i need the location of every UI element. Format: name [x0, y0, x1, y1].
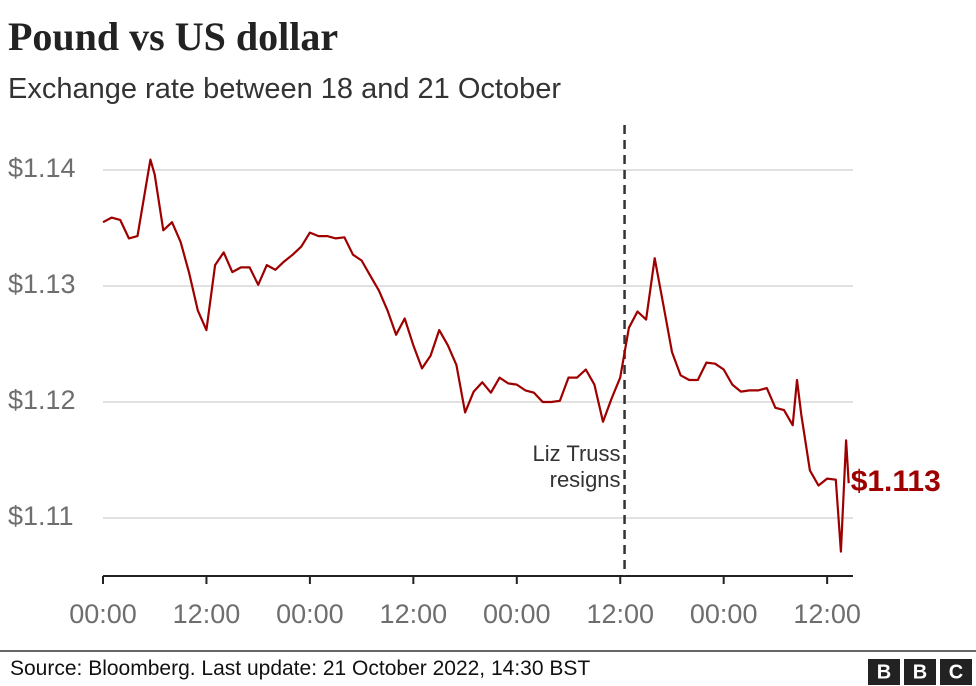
- logo-block: [940, 659, 972, 685]
- annotation-text: resigns: [550, 467, 621, 492]
- logo-letter: C: [949, 661, 963, 683]
- logo-block: [904, 659, 936, 685]
- y-tick-label: $1.14: [8, 153, 76, 183]
- x-tick-label: 00:00: [690, 599, 758, 629]
- chart-subtitle: Exchange rate between 18 and 21 October: [8, 73, 561, 105]
- y-tick-label: $1.11: [8, 501, 74, 531]
- logo-letter: B: [913, 661, 927, 683]
- logo-block: [868, 659, 900, 685]
- chart-title: Pound vs US dollar: [8, 14, 338, 59]
- line: [102, 158, 850, 553]
- y-tick-label: $1.13: [8, 269, 76, 299]
- x-tick-label: 00:00: [276, 599, 344, 629]
- end-label: $1.113: [851, 465, 941, 498]
- logo-letter: B: [877, 661, 891, 683]
- source: Source: Bloomberg. Last update: 21 Octob…: [10, 657, 590, 680]
- x-tick-label: 12:00: [793, 599, 861, 629]
- annotation-text: Liz Truss: [533, 441, 621, 466]
- x-tick-label: 12:00: [380, 599, 448, 629]
- x-tick-label: 12:00: [173, 599, 241, 629]
- x-tick-label: 00:00: [69, 599, 137, 629]
- x-tick-label: 00:00: [483, 599, 551, 629]
- x-tick-label: 12:00: [586, 599, 654, 629]
- y-tick-label: $1.12: [8, 385, 76, 415]
